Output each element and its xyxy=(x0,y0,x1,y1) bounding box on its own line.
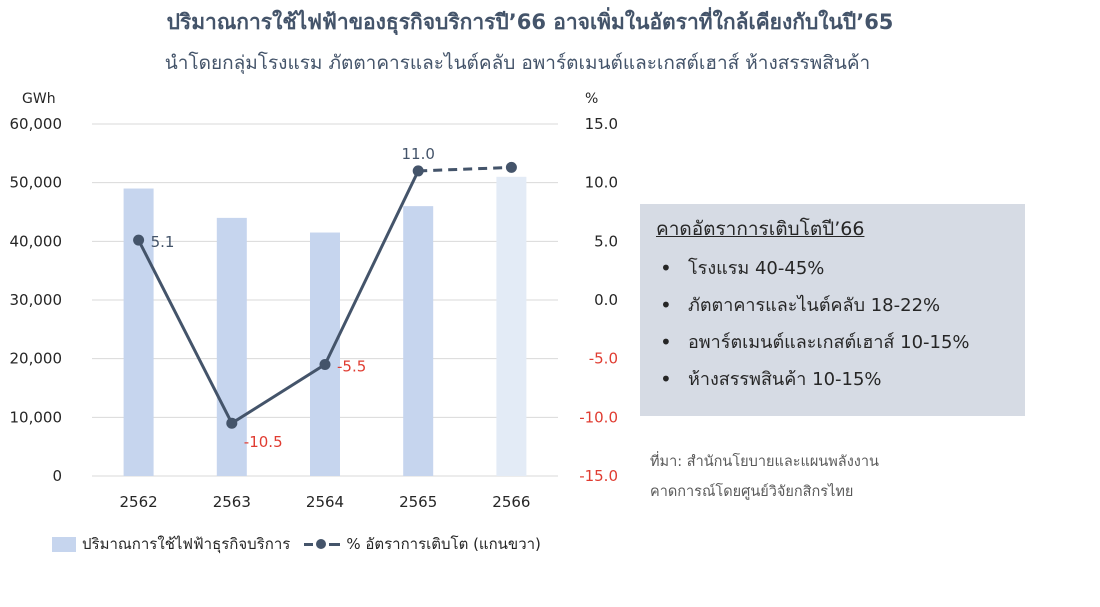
y-left-tick-label: 0 xyxy=(52,467,62,485)
y-right-tick-label: 15.0 xyxy=(585,115,618,133)
legend-line-swatch xyxy=(304,537,341,551)
y-right-tick-label: 10.0 xyxy=(585,174,618,192)
chart-title: ปริมาณการใช้ไฟฟ้าของธุรกิจบริการปี’66 อา… xyxy=(166,10,894,34)
y-right-tick-label: 0.0 xyxy=(594,291,618,309)
info-item-apartment: อพาร์ตเมนต์และเกสต์เฮาส์ 10-15% xyxy=(652,324,1013,361)
y-left-tick-label: 60,000 xyxy=(10,115,63,133)
y-left-unit: GWh xyxy=(22,91,56,107)
line-segment xyxy=(137,239,234,424)
y-right-tick-label: 5.0 xyxy=(594,232,618,250)
y-right-tick-label: -10.0 xyxy=(579,408,618,426)
legend-line-label: % อัตราการเติบโต (แกนขวา) xyxy=(346,535,541,553)
info-item-restaurant: ภัตตาคารและไนต์คลับ 18-22% xyxy=(652,287,1013,324)
y-right-tick-label: -5.0 xyxy=(589,350,618,368)
x-tick-label: 2563 xyxy=(213,493,251,511)
y-right-unit: % xyxy=(585,91,598,107)
line-point xyxy=(505,161,517,173)
x-tick-label: 2562 xyxy=(120,493,158,511)
bar xyxy=(310,232,340,476)
data-label: 5.1 xyxy=(151,233,175,251)
line-point xyxy=(226,417,238,429)
source-line-1: ที่มา: สำนักนโยบายและแผนพลังงาน xyxy=(650,454,879,470)
chart-subtitle: นำโดยกลุ่มโรงแรม ภัตตาคารและไนต์คลับ อพา… xyxy=(164,52,871,74)
y-left-tick-label: 50,000 xyxy=(10,174,63,192)
y-right-tick-label: -15.0 xyxy=(579,467,618,485)
source-note: ที่มา: สำนักนโยบายและแผนพลังงาน คาดการณ์… xyxy=(650,447,879,507)
bar xyxy=(216,217,247,476)
y-left-tick-label: 10,000 xyxy=(10,408,63,426)
line-segment xyxy=(418,165,512,173)
info-box-list: โรงแรม 40-45% ภัตตาคารและไนต์คลับ 18-22%… xyxy=(652,250,1013,398)
legend-bar-swatch xyxy=(52,536,76,552)
line-point xyxy=(133,234,145,246)
forecast-info-box: คาดอัตราการเติบโตปี’66 โรงแรม 40-45% ภัต… xyxy=(640,204,1025,416)
bar xyxy=(123,188,154,477)
info-item-hotel: โรงแรม 40-45% xyxy=(652,250,1013,287)
data-label: -10.5 xyxy=(244,433,283,451)
x-tick-label: 2565 xyxy=(399,493,437,511)
chart-legend: ปริมาณการใช้ไฟฟ้าธุรกิจบริการ % อัตราการ… xyxy=(52,532,541,556)
y-left-tick-label: 40,000 xyxy=(10,232,63,250)
data-label: -5.5 xyxy=(337,358,366,376)
info-item-department-store: ห้างสรรพสินค้า 10-15% xyxy=(652,361,1013,398)
data-label: 11.0 xyxy=(401,145,434,163)
source-line-2: คาดการณ์โดยศูนย์วิจัยกสิกรไทย xyxy=(650,484,854,500)
bar xyxy=(496,176,527,477)
line-segment xyxy=(323,170,420,366)
bar xyxy=(403,206,434,476)
info-box-title: คาดอัตราการเติบโตปี’66 xyxy=(656,218,865,240)
x-tick-label: 2564 xyxy=(306,493,344,511)
y-left-tick-label: 30,000 xyxy=(10,291,63,309)
line-point xyxy=(319,359,331,371)
line-segment xyxy=(231,363,326,425)
y-left-tick-label: 20,000 xyxy=(10,350,63,368)
line-point xyxy=(412,165,424,177)
legend-bar-label: ปริมาณการใช้ไฟฟ้าธุรกิจบริการ xyxy=(82,535,291,553)
x-tick-label: 2566 xyxy=(492,493,530,511)
